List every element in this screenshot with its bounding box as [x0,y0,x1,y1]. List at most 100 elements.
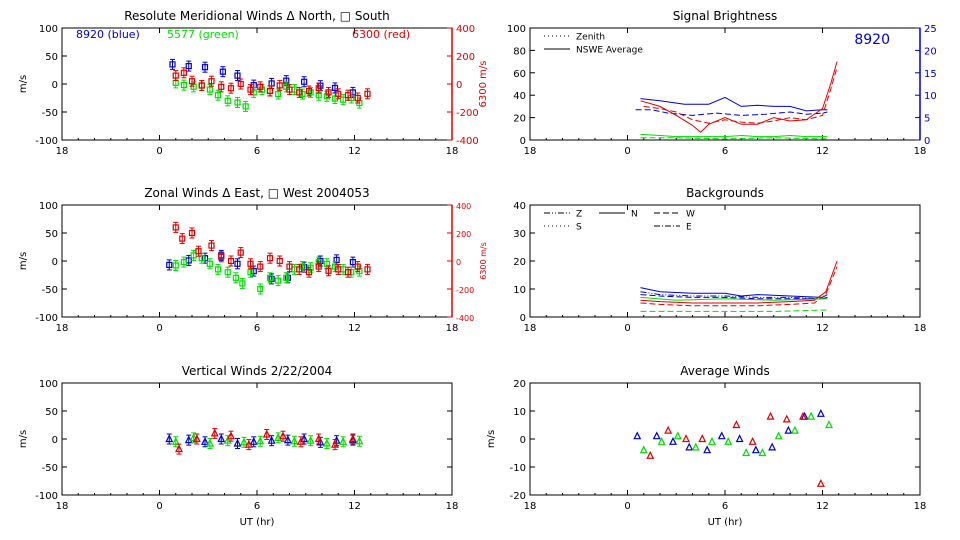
data-point [784,425,793,434]
y-tick-label: 50 [45,52,58,63]
legend-label: Z [576,210,582,220]
x-tick-label: 18 [914,501,927,512]
data-point [198,255,205,262]
chart-title: Backgrounds [686,186,764,200]
x-tick-label: 6 [722,501,728,512]
data-point [768,442,777,451]
data-point [296,266,303,273]
y-tick-label: 20 [513,379,526,390]
x-axis-label: UT (hr) [240,517,275,528]
y-tick-label: 60 [513,69,526,80]
data-point [735,434,744,443]
y-tick-label: -10 [510,463,526,474]
y-axis-label: m/s [18,75,29,93]
y-tick-label: 0 [52,257,58,268]
data-point [652,431,661,440]
x-tick-label: 6 [254,146,260,157]
data-point [217,434,226,443]
x-tick-label: 12 [816,323,829,334]
x-tick-label: 12 [816,501,829,512]
data-point [279,431,287,440]
data-point [657,436,666,445]
x-tick-label: 12 [348,146,361,157]
series-line [640,260,838,304]
data-point [283,435,292,444]
y-tick-label: 40 [513,201,526,212]
data-point [184,435,193,444]
data-point [339,436,348,445]
y-tick-label: 80 [513,46,526,57]
x-tick-label: 18 [914,323,927,334]
y-tick-label: 40 [513,91,526,102]
series-line [640,296,828,301]
x-tick-label: 12 [348,323,361,334]
y-tick-label: -100 [35,136,58,147]
data-point [201,436,209,445]
data-point [748,436,757,445]
data-point [669,436,677,445]
data-point [180,82,187,89]
data-point [257,285,264,293]
chart-title: Vertical Winds 2/22/2004 [182,364,333,378]
data-point [633,431,642,440]
data-point [331,84,339,92]
y-tick-label: 10 [513,407,526,418]
data-point [275,277,282,284]
y-tick-label: 20 [513,114,526,125]
data-point [301,78,308,85]
data-point [219,68,226,75]
data-point [188,229,196,237]
series-line [643,67,838,124]
data-point [218,253,225,260]
x-tick-label: 0 [156,146,162,157]
data-point [364,266,371,273]
y-tick-label: 30 [513,229,526,240]
data-point [685,442,694,451]
x-tick-label: 6 [722,146,728,157]
wavelength-label: 6300 (red) [352,28,410,41]
data-point [766,411,775,420]
data-point [673,431,682,440]
legend-label: S [576,223,582,233]
data-point [708,436,716,445]
data-point [208,78,215,85]
data-point [724,436,733,445]
data-point [306,435,315,444]
y-tick-label: 100 [39,379,58,390]
data-point [171,436,180,445]
data-point [195,248,202,255]
y2-axis-label: 6300 m/s [479,242,488,280]
y2-tick-label: 400 [456,202,471,211]
plot-frame [529,204,921,318]
data-point [315,85,322,92]
x-tick-label: 6 [254,501,260,512]
x-tick-label: 0 [156,323,162,334]
y2-tick-label: 0 [924,136,930,147]
data-point [325,267,332,274]
data-point [299,90,306,98]
y-tick-label: 50 [45,407,58,418]
chart-title: Zonal Winds Δ East, □ West 2004053 [144,186,369,200]
data-point [247,86,254,93]
data-point [364,90,371,97]
data-point [732,420,741,429]
data-point [206,260,213,267]
data-point [250,267,257,275]
plot-frame [61,382,453,496]
series-line [640,266,838,307]
data-point [166,261,173,269]
data-point [218,83,225,90]
data-point [782,414,791,423]
y2-tick-label: -200 [456,286,474,295]
data-point [242,103,249,110]
panel-meridional: Resolute Meridional Winds Δ North, □ Sou… [18,9,489,157]
y-tick-label: -20 [510,491,526,502]
data-point [172,72,179,79]
data-point [314,434,323,443]
data-point [344,269,352,276]
x-tick-label: 18 [56,501,69,512]
data-point [247,260,254,267]
data-point [189,433,198,441]
x-tick-label: 0 [156,501,162,512]
